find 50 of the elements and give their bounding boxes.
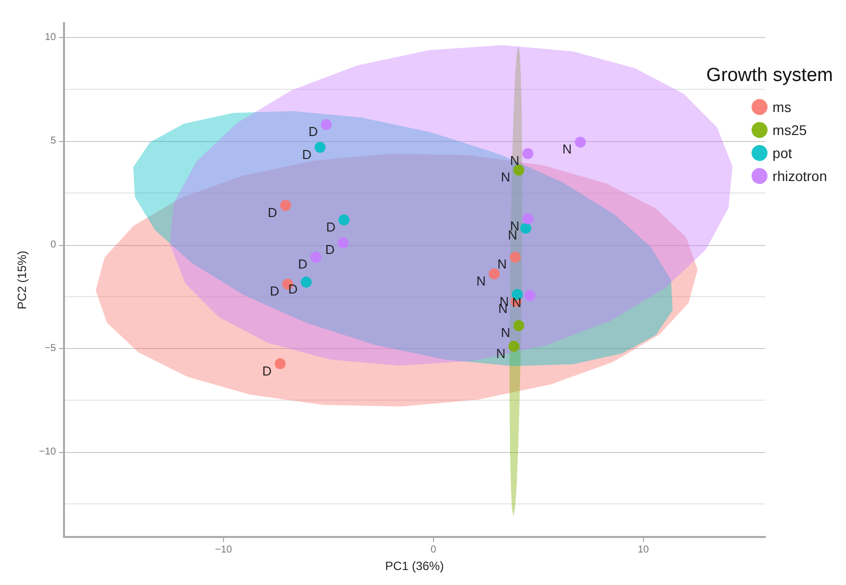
legend-label: pot (772, 145, 792, 161)
point (522, 213, 534, 224)
data-label: N (497, 256, 507, 272)
y-tick-label: −5 (44, 342, 56, 354)
point (320, 119, 332, 130)
point (338, 214, 350, 226)
x-tick-label: 0 (430, 544, 437, 556)
data-label: D (302, 146, 312, 162)
point (574, 136, 586, 148)
point (510, 252, 521, 263)
data-label: D (270, 284, 280, 299)
data-label: N (500, 170, 510, 185)
point (513, 164, 524, 176)
point (314, 142, 326, 153)
data-label: D (268, 204, 278, 220)
y-tick-label: −10 (39, 446, 56, 458)
data-label: N (510, 153, 520, 168)
point (520, 222, 532, 234)
x-tick-label: 10 (638, 544, 650, 556)
point (310, 252, 322, 263)
point (280, 200, 292, 211)
data-label: D (288, 282, 298, 297)
point (274, 358, 286, 370)
y-tick-label: 0 (50, 239, 56, 250)
data-label: N (500, 325, 510, 340)
point (508, 340, 520, 352)
legend-title: Growth system (706, 65, 834, 86)
point (338, 237, 349, 248)
data-label: D (326, 219, 336, 234)
legend-label: rhizotron (772, 168, 827, 184)
data-label: D (262, 363, 272, 378)
y-tick-label: 10 (44, 32, 56, 44)
data-label: N (512, 295, 522, 310)
x-tick-label: −10 (215, 544, 232, 556)
legend-label: ms (772, 99, 792, 115)
y-axis-title: PC2 (15%) (15, 250, 29, 310)
data-label: D (325, 242, 335, 258)
point (488, 268, 500, 280)
data-label: D (308, 124, 318, 140)
point (524, 290, 536, 302)
data-label: D (298, 256, 308, 272)
point (513, 320, 524, 332)
x-axis-title: PC1 (36%) (385, 559, 444, 573)
data-label: N (496, 346, 506, 361)
data-label: N (476, 273, 486, 288)
data-label: N (562, 142, 572, 157)
y-tick-label: 5 (50, 136, 56, 147)
legend-label: ms25 (772, 122, 807, 138)
point (522, 148, 534, 160)
point (300, 276, 312, 288)
